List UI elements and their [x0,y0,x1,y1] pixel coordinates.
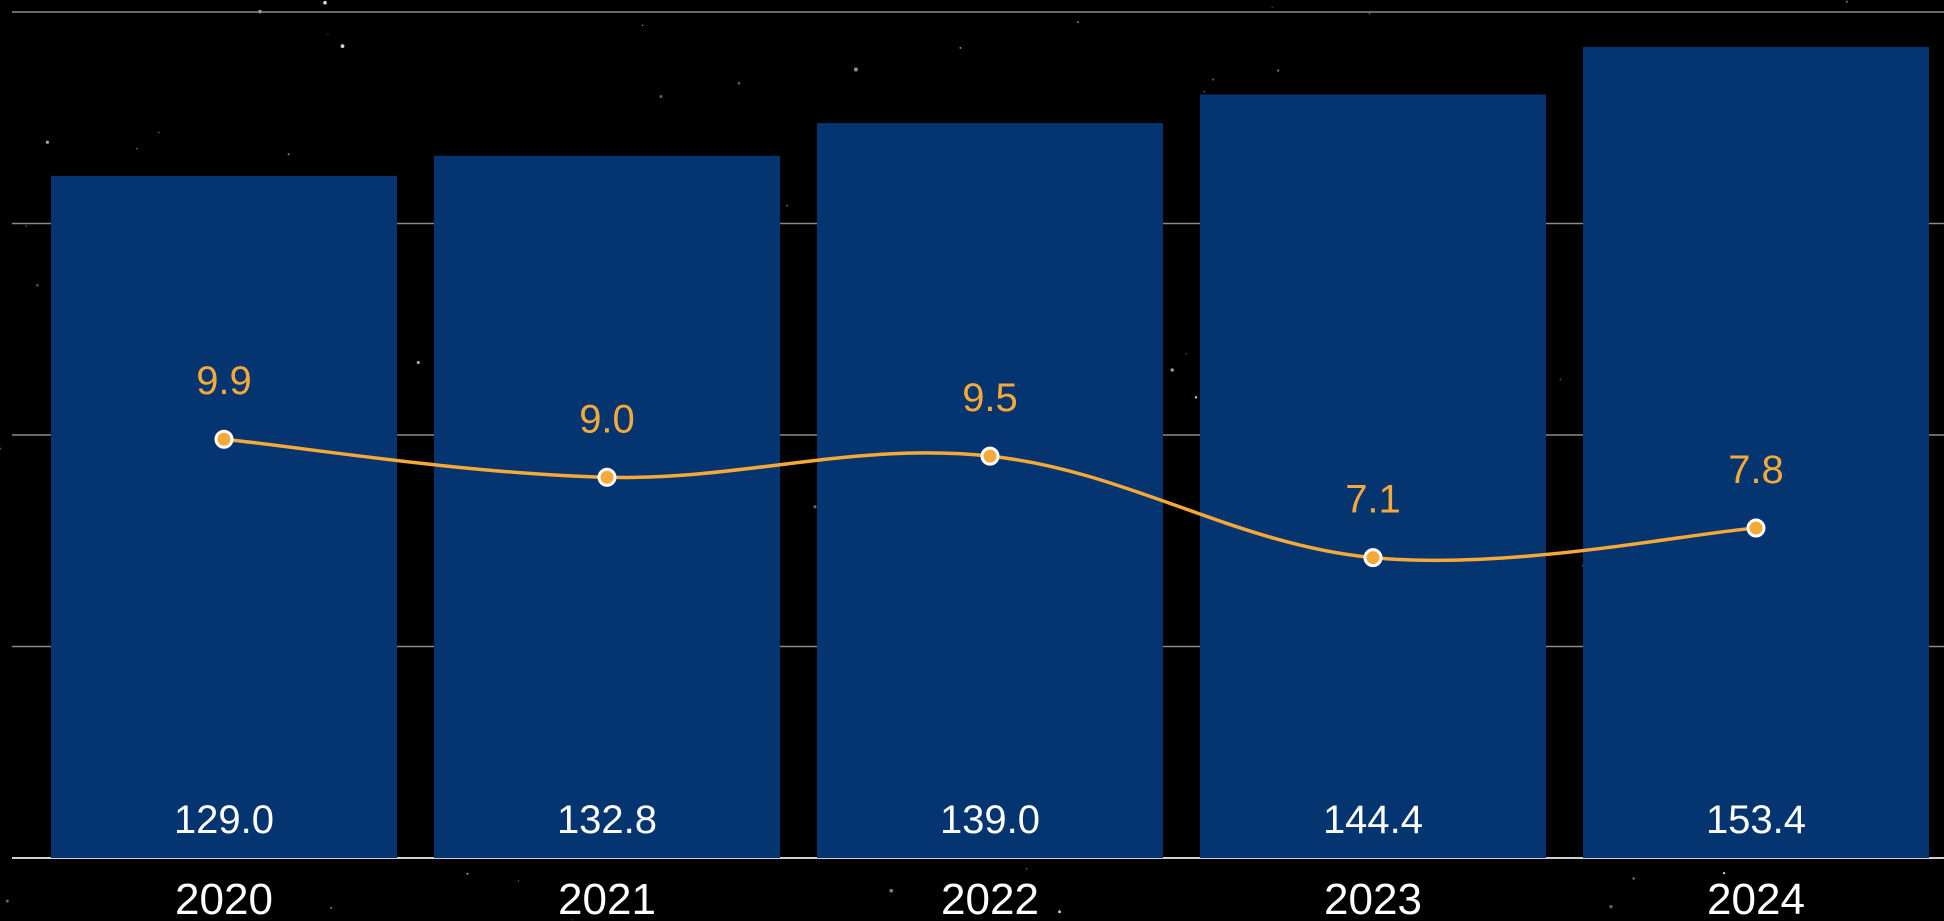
bar-value-label: 153.4 [1706,798,1806,842]
star-dot [327,33,329,36]
star-dot [1076,21,1080,24]
star-dot [466,872,469,875]
line-point-2024 [1746,518,1766,538]
star-dot [287,153,290,156]
star-dot [642,24,644,26]
star-dot [853,67,858,72]
x-tick-label-2022: 2022 [941,875,1039,921]
line-value-label: 7.8 [1728,448,1784,492]
star-dot [571,919,574,921]
line-value-labels: 9.9 9.0 9.5 7.1 7.8 [196,359,1784,521]
line-series-points [214,429,1766,568]
line-value-label: 7.1 [1345,478,1401,522]
star-dot [1845,0,1848,3]
bar-value-labels: 129.0 132.8 139.0 144.4 153.4 [174,798,1806,842]
line-point-2023 [1363,548,1383,568]
star-dot [1058,910,1062,914]
bar-2024 [1583,46,1929,858]
bar-2023 [1200,94,1546,859]
star-dot [35,283,39,287]
bar-2020 [51,175,397,859]
star-dot [1203,90,1206,93]
bar-value-label: 139.0 [940,798,1040,842]
star-dot [25,225,27,227]
bar-2022 [817,123,1163,859]
star-dot [1609,905,1613,909]
star-dot [1185,353,1187,355]
line-value-label: 9.9 [196,359,252,403]
line-point-2020 [214,429,234,449]
line-value-label: 9.5 [962,376,1018,420]
bar-value-label: 132.8 [557,798,657,842]
line-point-2021 [597,467,617,487]
line-point-2022 [980,446,1000,466]
star-dot [517,880,520,882]
bar-value-label: 144.4 [1323,798,1423,842]
star-dot [1632,877,1635,880]
star-dot [959,46,962,49]
star-dot [737,81,741,85]
star-dot [1559,378,1562,381]
star-dot [416,360,420,365]
star-dot [323,0,327,5]
star-dot [889,888,894,893]
x-tick-label-2020: 2020 [175,875,273,921]
star-dot [1276,69,1280,72]
star-dot [1194,396,1198,399]
star-dot [45,140,49,144]
bar-series [51,46,1929,859]
star-dot [1211,78,1215,81]
bar-value-label: 129.0 [174,798,274,842]
x-tick-label-2024: 2024 [1707,875,1805,921]
star-dot [340,44,345,49]
star-dot [1170,368,1174,372]
star-dot [1025,867,1028,870]
x-tick-label-2023: 2023 [1324,875,1422,921]
star-dot [1271,6,1273,8]
star-dot [329,906,333,910]
bar-2021 [434,155,780,858]
x-tick-label-2021: 2021 [558,875,656,921]
star-dot [157,131,160,134]
star-dot [659,94,663,99]
star-dot [1368,12,1371,15]
star-dot [813,505,817,509]
line-value-label: 9.0 [579,397,635,441]
star-dot [785,204,789,207]
star-dot [1722,871,1726,875]
star-dot [5,899,9,903]
star-dot [0,447,2,450]
star-dot [136,147,138,150]
x-axis-tick-labels: 2020 2021 2022 2023 2024 [175,875,1805,921]
